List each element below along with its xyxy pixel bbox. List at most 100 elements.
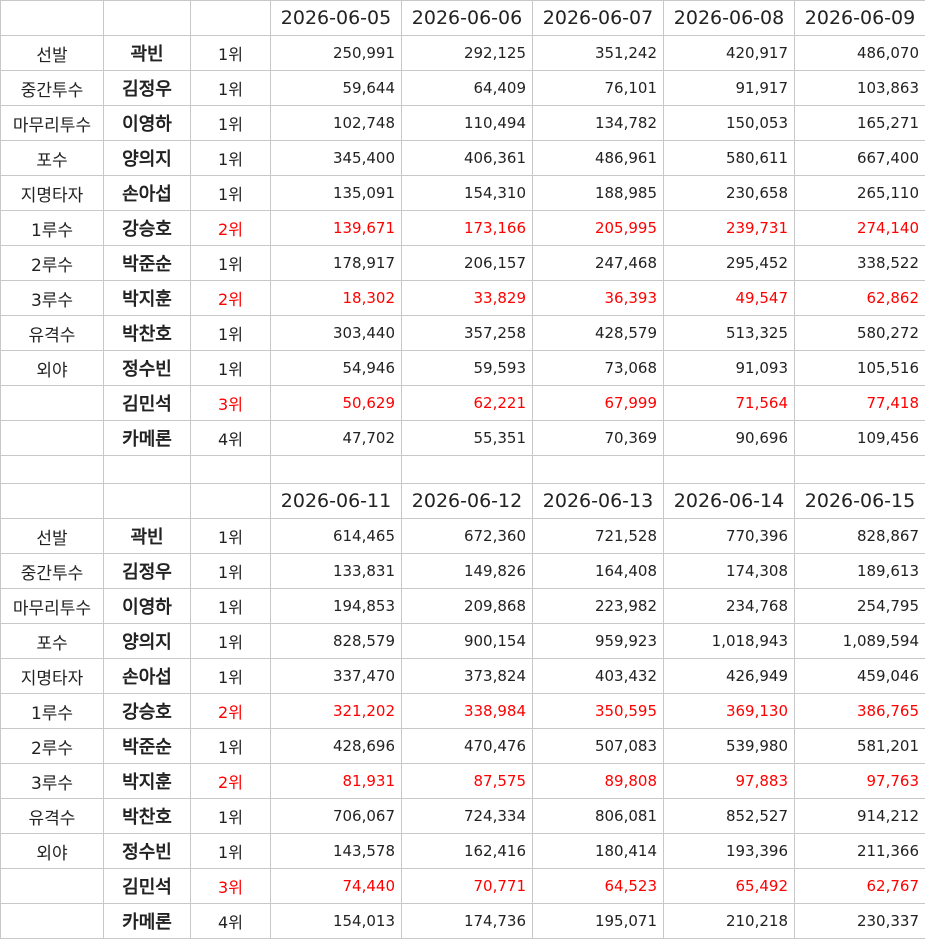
- rank: 1위: [190, 728, 271, 764]
- player-row: 1루수 강승호 2위 321,202 338,984 350,595 369,130 386,…: [0, 693, 925, 729]
- date-header: 2026-06-07: [532, 0, 664, 36]
- value-cell: 174,736: [401, 903, 533, 939]
- rank: 2위: [190, 693, 271, 729]
- player-row: 포수 양의지 1위 345,400 406,361 486,961 580,611 667,4…: [0, 140, 925, 176]
- value-cell: 420,917: [663, 35, 795, 71]
- player-row: 선발 곽빈 1위 250,991 292,125 351,242 420,917 486,07…: [0, 35, 925, 71]
- value-cell: 210,218: [663, 903, 795, 939]
- value-cell: 486,961: [532, 140, 664, 176]
- player-row: 마무리투수 이영하 1위 102,748 110,494 134,782 150,053 16…: [0, 105, 925, 141]
- value-cell: 770,396: [663, 518, 795, 554]
- player-name: 박준순: [103, 245, 191, 281]
- position: 1루수: [0, 210, 104, 246]
- player-name: 이영하: [103, 588, 191, 624]
- value-cell: 110,494: [401, 105, 533, 141]
- player-row: 중간투수 김정우 1위 59,644 64,409 76,101 91,917 103,863: [0, 70, 925, 106]
- empty-cell: [532, 455, 664, 484]
- rank: 1위: [190, 553, 271, 589]
- value-cell: 47,702: [270, 420, 402, 456]
- player-row: 중간투수 김정우 1위 133,831 149,826 164,408 174,308 189…: [0, 553, 925, 589]
- position: 선발: [0, 518, 104, 554]
- value-cell: 274,140: [794, 210, 925, 246]
- value-cell: 459,046: [794, 658, 925, 694]
- value-cell: 337,470: [270, 658, 402, 694]
- empty-cell: [401, 455, 533, 484]
- rank: 2위: [190, 210, 271, 246]
- date-header: 2026-06-06: [401, 0, 533, 36]
- value-cell: 724,334: [401, 798, 533, 834]
- value-cell: 250,991: [270, 35, 402, 71]
- rank: 1위: [190, 175, 271, 211]
- empty-cell: [190, 483, 271, 519]
- value-cell: 426,949: [663, 658, 795, 694]
- player-row: 지명타자 손아섭 1위 337,470 373,824 403,432 426,949 459…: [0, 658, 925, 694]
- value-cell: 87,575: [401, 763, 533, 799]
- value-cell: 62,767: [794, 868, 925, 904]
- date-header: 2026-06-12: [401, 483, 533, 519]
- value-cell: 195,071: [532, 903, 664, 939]
- player-name: 곽빈: [103, 518, 191, 554]
- player-name: 손아섭: [103, 658, 191, 694]
- value-cell: 205,995: [532, 210, 664, 246]
- player-row: 2루수 박준순 1위 428,696 470,476 507,083 539,980 581,…: [0, 728, 925, 764]
- value-cell: 295,452: [663, 245, 795, 281]
- value-cell: 73,068: [532, 350, 664, 386]
- position: 3루수: [0, 763, 104, 799]
- value-cell: 900,154: [401, 623, 533, 659]
- player-row: 유격수 박찬호 1위 303,440 357,258 428,579 513,325 580,…: [0, 315, 925, 351]
- value-cell: 64,523: [532, 868, 664, 904]
- value-cell: 76,101: [532, 70, 664, 106]
- value-cell: 828,579: [270, 623, 402, 659]
- position: 선발: [0, 35, 104, 71]
- value-cell: 103,863: [794, 70, 925, 106]
- player-row: 카메론 4위 154,013 174,736 195,071 210,218 230,337: [0, 903, 925, 939]
- value-cell: 234,768: [663, 588, 795, 624]
- empty-cell: [794, 455, 925, 484]
- position: 2루수: [0, 245, 104, 281]
- player-name: 정수빈: [103, 350, 191, 386]
- value-cell: 154,013: [270, 903, 402, 939]
- player-name: 정수빈: [103, 833, 191, 869]
- value-cell: 254,795: [794, 588, 925, 624]
- position: 2루수: [0, 728, 104, 764]
- value-cell: 188,985: [532, 175, 664, 211]
- value-cell: 193,396: [663, 833, 795, 869]
- empty-cell: [663, 455, 795, 484]
- rank: 1위: [190, 140, 271, 176]
- player-name: 강승호: [103, 693, 191, 729]
- value-cell: 581,201: [794, 728, 925, 764]
- header-row: 2026-06-05 2026-06-06 2026-06-07 2026-06-08…: [0, 0, 925, 36]
- value-cell: 373,824: [401, 658, 533, 694]
- position: 마무리투수: [0, 105, 104, 141]
- value-cell: 357,258: [401, 315, 533, 351]
- empty-cell: [190, 455, 271, 484]
- value-cell: 74,440: [270, 868, 402, 904]
- rank: 1위: [190, 245, 271, 281]
- blank-row: [0, 455, 925, 484]
- player-name: 박지훈: [103, 280, 191, 316]
- date-header: 2026-06-15: [794, 483, 925, 519]
- rank: 3위: [190, 385, 271, 421]
- value-cell: 239,731: [663, 210, 795, 246]
- value-cell: 109,456: [794, 420, 925, 456]
- value-cell: 91,917: [663, 70, 795, 106]
- rank: 3위: [190, 868, 271, 904]
- value-cell: 303,440: [270, 315, 402, 351]
- position: 마무리투수: [0, 588, 104, 624]
- empty-cell: [190, 0, 271, 36]
- player-name: 김민석: [103, 385, 191, 421]
- value-cell: 386,765: [794, 693, 925, 729]
- rank: 4위: [190, 903, 271, 939]
- value-cell: 59,593: [401, 350, 533, 386]
- value-cell: 18,302: [270, 280, 402, 316]
- player-name: 양의지: [103, 623, 191, 659]
- position: 중간투수: [0, 553, 104, 589]
- value-cell: 162,416: [401, 833, 533, 869]
- value-cell: 55,351: [401, 420, 533, 456]
- date-header: 2026-06-11: [270, 483, 402, 519]
- player-row: 김민석 3위 74,440 70,771 64,523 65,492 62,767: [0, 868, 925, 904]
- position: 외야: [0, 350, 104, 386]
- rank: 1위: [190, 105, 271, 141]
- date-header: 2026-06-13: [532, 483, 664, 519]
- value-cell: 223,982: [532, 588, 664, 624]
